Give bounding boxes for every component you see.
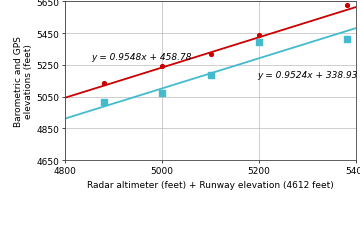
Barometric elevation bbox=[208, 53, 213, 57]
Barometric elevation bbox=[256, 34, 262, 37]
Barometric elevation bbox=[101, 82, 107, 85]
GPS elevation bbox=[159, 92, 165, 96]
GPS elevation bbox=[344, 38, 350, 41]
Text: y = 0.9524x + 338.93: y = 0.9524x + 338.93 bbox=[257, 71, 357, 80]
Legend: Barometric elevation, GPS elevation: Barometric elevation, GPS elevation bbox=[97, 225, 324, 229]
X-axis label: Radar altimeter (feet) + Runway elevation (4612 feet): Radar altimeter (feet) + Runway elevatio… bbox=[87, 180, 334, 189]
Barometric elevation bbox=[344, 4, 350, 8]
GPS elevation bbox=[256, 41, 262, 44]
Barometric elevation bbox=[159, 65, 165, 69]
Text: y = 0.9548x + 458.78: y = 0.9548x + 458.78 bbox=[91, 53, 192, 62]
GPS elevation bbox=[208, 74, 213, 78]
Y-axis label: Barometric and GPS
elevations (feet): Barometric and GPS elevations (feet) bbox=[14, 36, 33, 127]
GPS elevation bbox=[101, 101, 107, 104]
